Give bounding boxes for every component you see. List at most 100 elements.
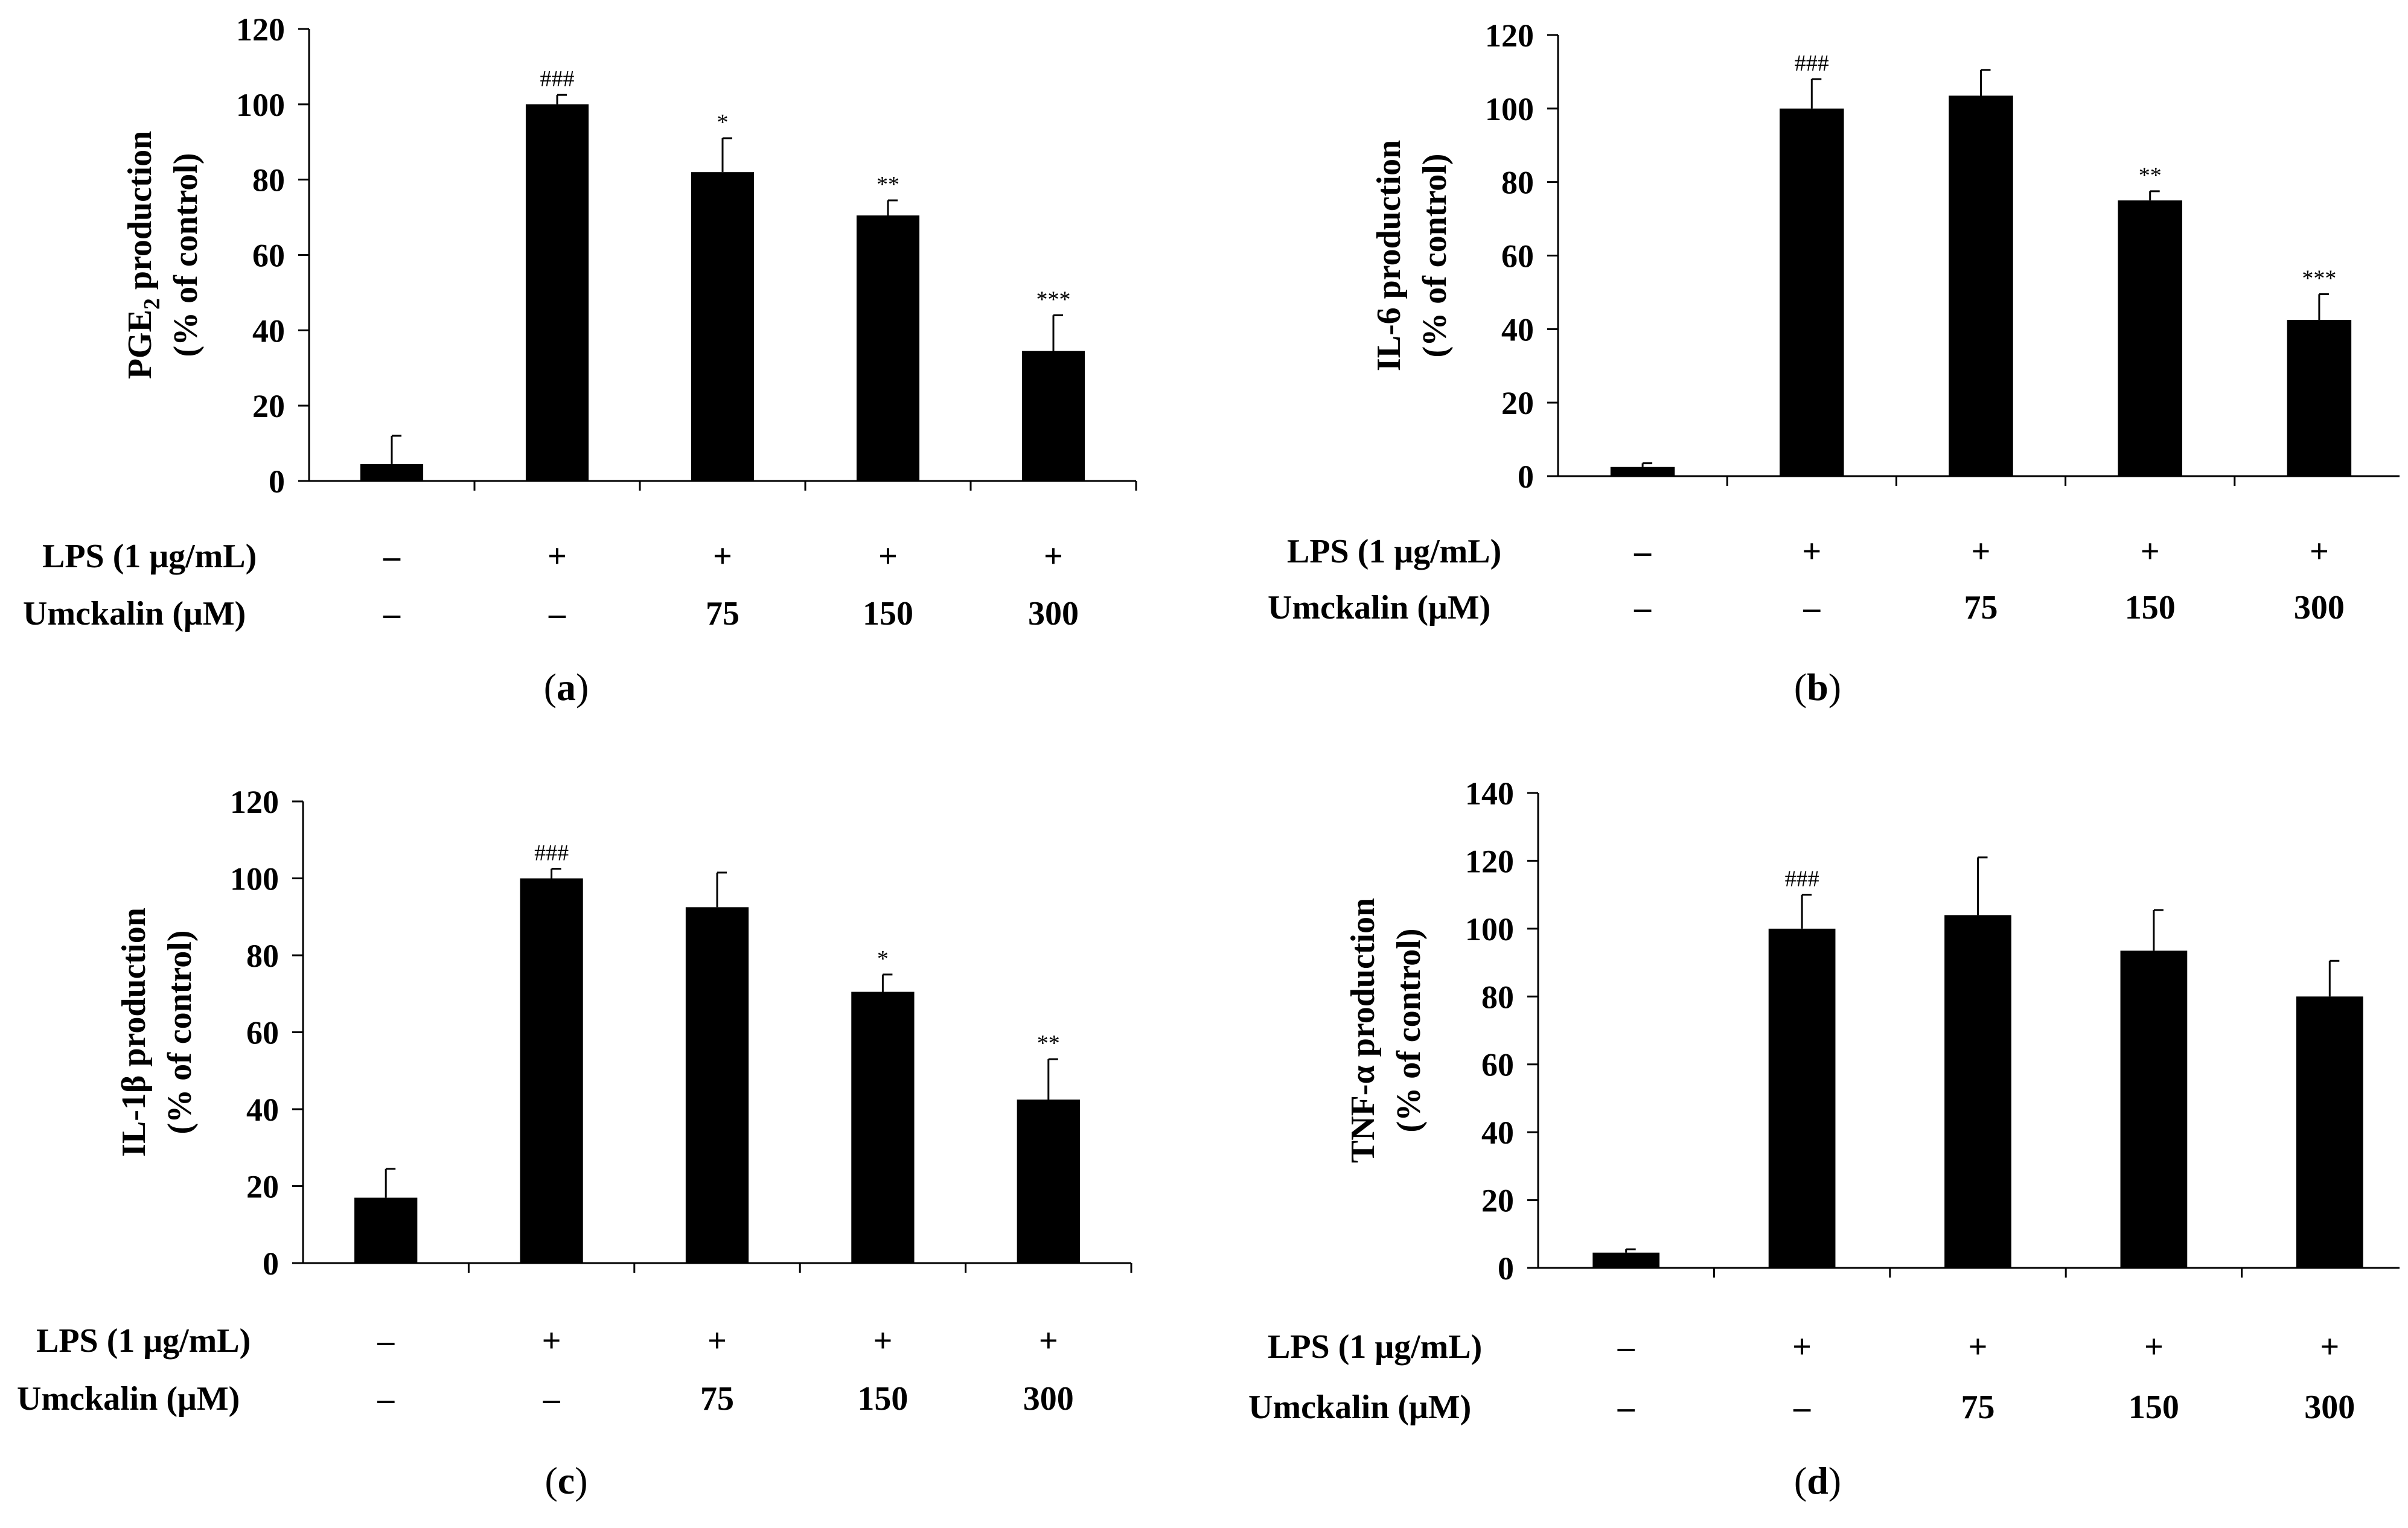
y-tick-label: 80: [1481, 979, 1514, 1015]
panel-caption-close: ): [1828, 666, 1841, 708]
y-axis-title-main: IL-1β: [115, 1075, 153, 1157]
lps-value: +: [1969, 1328, 1988, 1366]
umckalin-row-label: Umckalin (μM): [23, 595, 246, 632]
lps-value: –: [377, 1322, 395, 1360]
umckalin-value: 150: [857, 1380, 908, 1418]
y-tick-label: 80: [252, 162, 285, 199]
y-tick-label: 140: [1465, 775, 1514, 812]
umckalin-value: –: [383, 595, 401, 632]
y-tick-label: 100: [1485, 91, 1534, 127]
panel-caption-letter: a: [557, 666, 576, 708]
lps-value: –: [383, 538, 401, 575]
significance-marker: ###: [1785, 867, 1819, 892]
panel-caption: (b): [1794, 666, 1841, 708]
y-tick-label: 40: [246, 1092, 279, 1128]
y-tick-label: 80: [246, 938, 279, 974]
panel-caption-open: (: [1794, 1459, 1807, 1502]
y-axis-title-line2: (% of control): [1416, 154, 1454, 358]
y-axis-title-line1: IL-6 production: [1370, 140, 1408, 371]
significance-marker: ###: [534, 841, 569, 866]
bar: [1021, 351, 1085, 481]
bar: [354, 1197, 418, 1263]
y-axis-title-main: IL-6: [1370, 307, 1408, 371]
y-axis-title-line2: (% of control): [1390, 929, 1428, 1133]
lps-value: +: [713, 538, 732, 575]
lps-row-label: LPS (1 μg/mL): [1287, 533, 1501, 570]
lps-value: +: [873, 1322, 892, 1360]
panel-caption-close: ): [575, 1459, 587, 1502]
lps-value: +: [1044, 538, 1063, 575]
y-tick-label: 60: [1501, 238, 1534, 275]
y-tick-label: 0: [263, 1246, 279, 1282]
bar: [691, 172, 755, 481]
bar: [1944, 915, 2011, 1268]
y-axis-title: TNF-α production (% of control): [1344, 898, 1428, 1163]
y-axis-title-line1: PGE2 production: [121, 131, 165, 380]
y-tick-label: 40: [252, 313, 285, 349]
umckalin-value: –: [543, 1380, 561, 1418]
umckalin-value: –: [1793, 1389, 1811, 1426]
y-tick-label: 20: [246, 1169, 279, 1205]
lps-value: +: [707, 1322, 727, 1360]
bar: [685, 907, 749, 1263]
y-tick-label: 20: [1481, 1183, 1514, 1219]
bar: [1768, 928, 1836, 1268]
y-axis-title: IL-1β production (% of control): [115, 908, 199, 1157]
bar: [851, 992, 915, 1263]
panel-caption: (d): [1794, 1459, 1841, 1502]
panel-caption: (c): [545, 1459, 587, 1502]
bar: [2287, 320, 2352, 476]
lps-value: +: [1972, 533, 1991, 570]
umckalin-value: 150: [2125, 589, 2176, 626]
umckalin-value: 300: [1023, 1380, 1074, 1418]
lps-row-label: LPS (1 μg/mL): [1268, 1328, 1482, 1366]
y-tick-label: 0: [1498, 1250, 1514, 1287]
lps-value: +: [1802, 533, 1821, 570]
panel-caption-close: ): [1828, 1459, 1841, 1502]
y-tick-label: 120: [236, 11, 285, 48]
umckalin-value: –: [1803, 589, 1821, 626]
panel-caption-open: (: [545, 1459, 557, 1502]
bar: [525, 104, 589, 482]
panel-caption: (a): [544, 666, 589, 708]
lps-row-label: LPS (1 μg/mL): [42, 538, 257, 575]
umckalin-row-label: Umckalin (μM): [1268, 589, 1490, 626]
y-axis-title-suffix: production: [115, 908, 153, 1075]
bar: [520, 878, 583, 1263]
bar: [1949, 95, 2013, 476]
y-tick-label: 20: [252, 388, 285, 424]
umckalin-value: 300: [2304, 1389, 2355, 1426]
y-tick-label: 60: [246, 1015, 279, 1051]
umckalin-value: –: [1617, 1389, 1635, 1426]
panel-caption-letter: d: [1807, 1459, 1828, 1502]
bar: [2296, 996, 2363, 1268]
significance-marker: ###: [1795, 51, 1829, 76]
bar: [856, 215, 920, 481]
chart-panel-c: 0 20 40 60 80 100 120 – – ### + – +75 * +150 ** +300 LPS …: [17, 784, 1132, 1502]
y-tick-label: 100: [230, 861, 279, 897]
y-tick-label: 60: [252, 238, 285, 274]
lps-value: +: [548, 538, 567, 575]
bar: [2120, 950, 2188, 1268]
y-tick-label: 80: [1501, 165, 1534, 201]
umckalin-value: 150: [863, 595, 913, 632]
y-axis-title-subscript: 2: [139, 298, 165, 310]
lps-value: +: [2141, 533, 2160, 570]
y-tick-label: 40: [1501, 311, 1534, 348]
panel-caption-letter: b: [1807, 666, 1828, 708]
significance-marker: ***: [2302, 266, 2336, 291]
significance-marker: **: [877, 172, 899, 197]
y-axis-title-main: PGE: [121, 310, 159, 379]
bar: [1610, 466, 1675, 476]
y-axis-title-main: TNF-α: [1344, 1065, 1382, 1163]
y-tick-label: 120: [1465, 843, 1514, 879]
lps-value: +: [878, 538, 898, 575]
lps-value: –: [1634, 533, 1652, 570]
y-axis-title: IL-6 production (% of control): [1370, 140, 1454, 371]
umckalin-value: –: [548, 595, 566, 632]
significance-marker: *: [717, 110, 729, 135]
umckalin-value: 300: [1028, 595, 1079, 632]
lps-value: +: [1792, 1328, 1812, 1366]
panel-caption-close: ): [576, 666, 589, 708]
umckalin-row-label: Umckalin (μM): [17, 1380, 240, 1418]
